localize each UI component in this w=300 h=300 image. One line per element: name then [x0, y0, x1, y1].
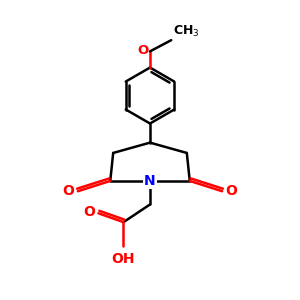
Text: O: O [83, 205, 95, 219]
Text: O: O [137, 44, 148, 57]
Text: N: N [144, 174, 156, 188]
Text: CH$_3$: CH$_3$ [173, 24, 199, 39]
Text: O: O [226, 184, 238, 198]
Text: O: O [62, 184, 74, 198]
Text: OH: OH [112, 252, 135, 266]
